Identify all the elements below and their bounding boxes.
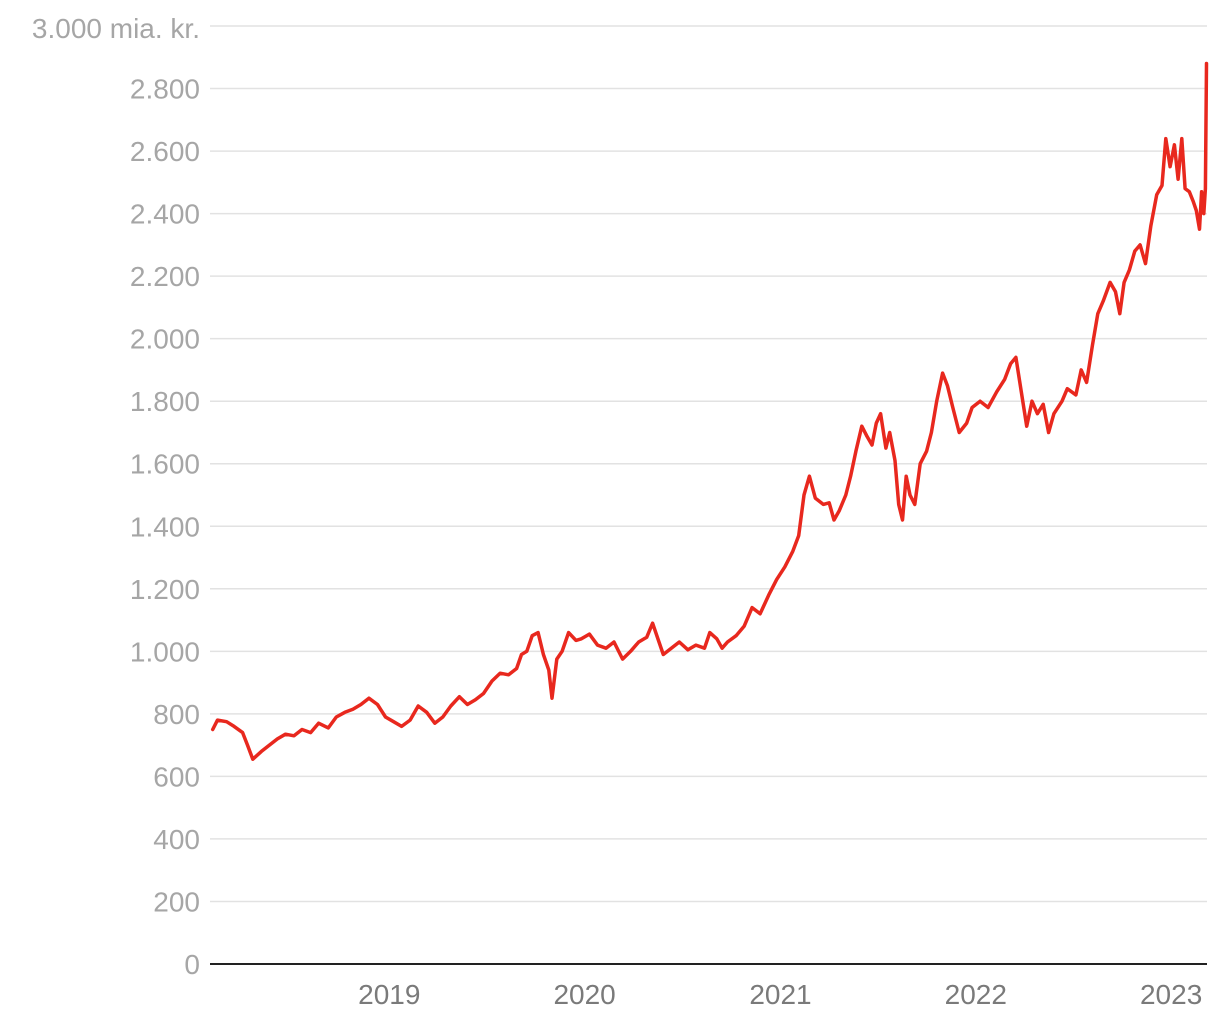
y-tick-label: 1.800 xyxy=(130,386,200,417)
x-tick-label: 2020 xyxy=(553,979,615,1010)
y-tick-label: 2.600 xyxy=(130,136,200,167)
y-tick-label: 400 xyxy=(153,824,200,855)
x-tick-label: 2022 xyxy=(945,979,1007,1010)
y-axis-ticks: 0 200 400 600 800 1.000 1.200 1.400 1.600 1.800 2.… xyxy=(130,74,200,980)
y-tick-label: 2.000 xyxy=(130,324,200,355)
y-tick-label: 2.800 xyxy=(130,74,200,105)
y-tick-label: 1.600 xyxy=(130,449,200,480)
gridlines xyxy=(210,25,1207,903)
x-tick-label: 2023 xyxy=(1140,979,1202,1010)
y-tick-label: 800 xyxy=(153,699,200,730)
y-tick-label: 1.200 xyxy=(130,574,200,605)
series-line xyxy=(210,61,1209,761)
y-axis-unit-label: 3.000 mia. kr. xyxy=(32,13,200,44)
y-tick-label: 2.200 xyxy=(130,261,200,292)
y-tick-label: 2.400 xyxy=(130,199,200,230)
y-tick-label: 1.400 xyxy=(130,511,200,542)
y-tick-label: 600 xyxy=(153,761,200,792)
y-tick-label: 200 xyxy=(153,886,200,917)
series-layer xyxy=(210,61,1209,761)
x-axis-ticks: 2019 2020 2021 2022 2023 xyxy=(358,979,1202,1010)
x-tick-label: 2019 xyxy=(358,979,420,1010)
y-tick-label: 0 xyxy=(184,949,200,980)
y-tick-label: 1.000 xyxy=(130,636,200,667)
x-tick-label: 2021 xyxy=(749,979,811,1010)
